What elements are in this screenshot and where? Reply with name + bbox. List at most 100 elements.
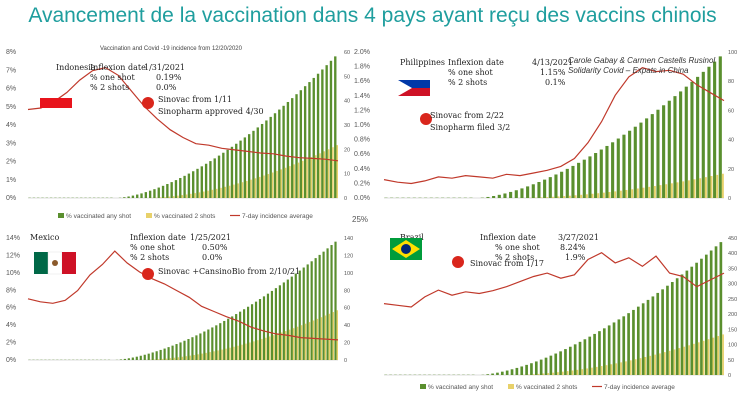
y-tick-label: 4% [6, 122, 16, 129]
bar-any-shot [704, 254, 708, 375]
bar-any-shot [247, 134, 251, 198]
y3-tick-label: 0 [344, 358, 347, 364]
bar-any-shot [269, 116, 272, 198]
bar-two-shots [332, 147, 334, 198]
bar-any-shot [140, 193, 143, 198]
bar-any-shot [594, 153, 598, 198]
bar-any-shot [290, 276, 293, 360]
legend-swatch-two [146, 213, 152, 218]
bar-two-shots [249, 342, 251, 360]
bar-any-shot [330, 245, 333, 360]
bar-any-shot [127, 196, 130, 198]
bar-two-shots [571, 370, 574, 375]
bar-any-shot [514, 190, 518, 198]
y3-tick-label: 100 [344, 271, 353, 277]
bar-two-shots [237, 183, 239, 198]
bar-two-shots [591, 367, 593, 375]
bar-two-shots [169, 358, 172, 360]
bar-two-shots [319, 153, 321, 198]
bar-any-shot [325, 65, 328, 199]
bar-two-shots [568, 195, 571, 198]
bar-any-shot [203, 331, 206, 360]
bar-any-shot [560, 171, 564, 198]
bar-two-shots [190, 193, 192, 198]
bar-any-shot [256, 127, 259, 198]
bar-two-shots [527, 374, 530, 375]
bar-any-shot [235, 143, 238, 198]
bar-two-shots [614, 191, 617, 198]
y3-tick-label: 50 [728, 358, 734, 364]
bar-two-shots [245, 343, 247, 360]
bar-any-shot [583, 339, 587, 375]
credit-line: Solidarity Covid – Expats in China [568, 66, 689, 75]
bar-two-shots [289, 166, 291, 198]
bar-two-shots [297, 162, 300, 198]
bar-any-shot [204, 163, 208, 198]
bar-any-shot [605, 145, 609, 198]
bar-any-shot [299, 90, 303, 198]
bar-two-shots [668, 350, 671, 375]
inflexion-date: 3/27/2021 [558, 233, 599, 242]
y-tick-label: 0% [6, 357, 16, 364]
bar-two-shots [161, 358, 164, 360]
y3-tick-label: 350 [728, 266, 737, 272]
bar-two-shots [246, 180, 248, 198]
indonesia-flag-icon [40, 98, 72, 108]
bar-any-shot [294, 273, 297, 360]
bar-two-shots [557, 196, 560, 198]
bar-any-shot [250, 304, 254, 360]
bar-any-shot [593, 333, 596, 375]
bar-two-shots [308, 322, 311, 360]
bar-any-shot [273, 113, 277, 198]
y-tick-label: 8% [6, 287, 16, 294]
bar-two-shots [327, 149, 330, 198]
bar-two-shots [702, 340, 705, 375]
bar-any-shot [219, 323, 222, 360]
vaccine-note: Sinovac from 1/17 [470, 259, 544, 268]
bar-any-shot [573, 344, 577, 375]
mexico-flag-icon [52, 260, 58, 266]
bar-any-shot [243, 309, 246, 360]
inflexion-date: 1/31/2021 [144, 63, 185, 72]
bar-any-shot [175, 344, 178, 360]
inflexion-label: Inflexion date [90, 63, 146, 72]
bar-any-shot [306, 264, 309, 360]
bar-any-shot [207, 329, 210, 360]
bar-two-shots [263, 175, 265, 198]
bar-any-shot [252, 130, 255, 198]
bar-any-shot [161, 185, 165, 198]
y2-tick-label: 1.0% [354, 122, 370, 129]
bar-any-shot [286, 279, 289, 360]
y-tick-label: 14% [6, 235, 20, 242]
bar-any-shot [153, 189, 156, 198]
bar-any-shot [622, 316, 626, 375]
bar-any-shot [321, 69, 324, 199]
bar-any-shot [217, 155, 221, 198]
bar-any-shot [646, 299, 650, 375]
bar-two-shots [177, 357, 180, 360]
legend-incidence: 7-day incidence average [242, 213, 313, 220]
bar-two-shots [271, 172, 274, 198]
bar-two-shots [625, 189, 628, 198]
y3-tick-label: 200 [728, 312, 737, 318]
bar-two-shots [710, 176, 713, 198]
bar-two-shots [165, 358, 168, 360]
bar-two-shots [173, 357, 176, 360]
bar-two-shots [619, 190, 622, 198]
bar-two-shots [202, 191, 205, 198]
bar-any-shot [170, 182, 173, 198]
bar-any-shot [713, 61, 717, 198]
bar-any-shot [282, 105, 285, 198]
bar-two-shots [717, 336, 720, 375]
philippines-flag-icon [398, 88, 430, 96]
bar-two-shots [542, 373, 545, 375]
bar-two-shots [707, 339, 710, 375]
vaccine-note: Sinovac from 1/11 [158, 95, 232, 104]
bar-any-shot [588, 336, 592, 375]
bar-any-shot [588, 156, 592, 198]
bar-any-shot [486, 196, 490, 198]
bar-any-shot [329, 60, 333, 198]
china-flag-icon [142, 268, 154, 280]
bar-any-shot [246, 306, 250, 360]
y3-tick-label: 60 [344, 306, 350, 312]
